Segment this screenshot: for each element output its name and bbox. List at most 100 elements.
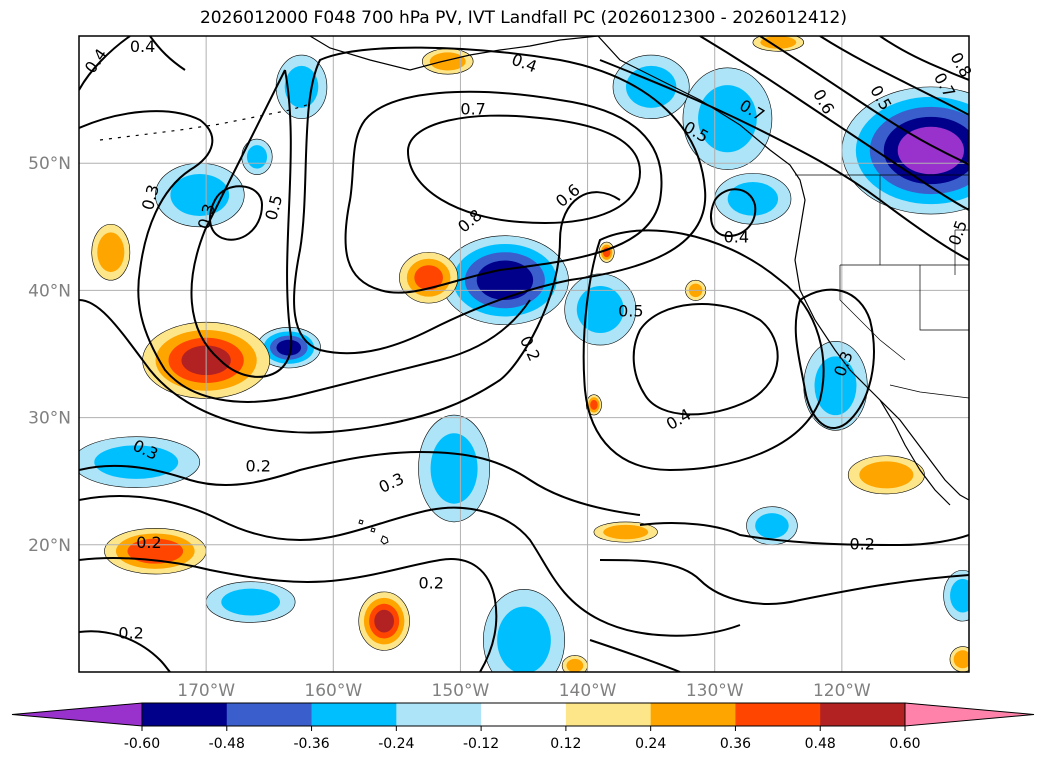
political-borders: [795, 174, 969, 399]
colorbar-extend-low: [11, 702, 143, 727]
contour-0p7-closed: [406, 114, 642, 224]
lat-tick-label: 20°N: [28, 536, 71, 556]
pv-fill-level: [859, 461, 914, 489]
contour-0p4-ring: [582, 229, 825, 472]
hawaii-islands: [358, 519, 389, 545]
positive-pv-anomaly: [593, 521, 658, 543]
baja-coastline: [879, 399, 951, 506]
coastline-layer: [99, 36, 969, 506]
contour-0p5-northeast: [759, 36, 969, 166]
positive-pv-anomaly: [949, 646, 969, 672]
contour-0p8-ring: [344, 90, 663, 294]
negative-pv-anomaly: [943, 569, 969, 622]
contour-label-layer: 0.4 0.40.40.70.80.60.50.30.30.50.20.40.40…: [81, 37, 976, 642]
contour-0p3-west: [79, 110, 531, 403]
colorbar-segment: [820, 703, 906, 726]
colorbar-tick-label: -0.12: [463, 736, 499, 752]
lat-tick-label: 40°N: [28, 281, 71, 301]
pv-fill-level: [429, 52, 466, 71]
lon-tick-label: 130°W: [686, 681, 744, 701]
colorbar-segment: [650, 703, 736, 726]
colorbar-frame: [141, 702, 906, 727]
pv-fill-level: [760, 36, 797, 49]
pv-fill-level: [414, 265, 443, 291]
hawaii-island: [380, 535, 389, 545]
positive-pv-anomaly: [847, 455, 925, 495]
lat-tick-label: 30°N: [28, 409, 71, 429]
pv-fill-level: [497, 606, 551, 672]
state-line-2: [839, 265, 906, 361]
alaska-coastline: [309, 36, 599, 71]
colorbar-segment: [565, 703, 652, 726]
colorbar-tick-label: 0.48: [805, 736, 836, 752]
pv-fill-level: [374, 609, 395, 633]
pv-fill-level: [276, 339, 302, 356]
contour-label: 0.4: [724, 228, 749, 247]
map-title: 2026012000 F048 700 hPa PV, IVT Landfall…: [199, 8, 847, 28]
contour-label: 0.2: [118, 623, 143, 642]
contour-0p2-far-south: [79, 630, 171, 672]
contour-0p4-small-east: [709, 188, 757, 237]
lat-tick-label: 50°N: [28, 154, 71, 174]
contour-label: 0.2: [849, 534, 874, 553]
pv-fill-level: [246, 145, 268, 169]
lon-tick-label: 140°W: [559, 681, 617, 701]
pv-fill-level: [950, 578, 969, 613]
lon-tick-label: 120°W: [813, 681, 871, 701]
pv-fill-level: [698, 85, 757, 153]
negative-pv-anomaly: [612, 54, 690, 119]
colorbar-segment: [226, 703, 313, 726]
contour-0p2-southeast: [639, 522, 969, 547]
contour-0p2-southeast-2: [599, 559, 969, 605]
pv-fill-level: [953, 650, 969, 669]
colorbar-segment: [396, 703, 482, 726]
pv-fill-level: [221, 588, 281, 616]
colorbar-segment: [142, 703, 228, 726]
state-line-4: [919, 265, 969, 331]
contour-label: 0.4: [130, 37, 155, 56]
negative-pv-anomaly: [205, 581, 296, 623]
pv-fill-level: [814, 356, 857, 416]
positive-pv-anomaly: [399, 251, 459, 304]
contour-0p3-south: [79, 495, 741, 637]
contour-0p4-northwest-2: [149, 36, 186, 71]
mexico-border: [889, 384, 969, 399]
contour-0p5-band: [190, 69, 293, 378]
north-america-coastline: [597, 36, 969, 501]
positive-pv-anomaly: [91, 223, 131, 281]
contour-label: 0.2: [418, 574, 443, 593]
axis-tick-labels: 20°N 30°N 40°N 50°N 170°W 160°W 150°W 140°W 130°…: [28, 154, 871, 701]
pv-fill-level: [97, 232, 125, 273]
contour-label: 0.2: [136, 533, 161, 552]
contour-0p7-northeast: [599, 59, 969, 261]
map-frame: [78, 35, 970, 673]
contour-0p2-south: [79, 450, 641, 516]
lon-tick-label: 170°W: [177, 681, 235, 701]
contour-0p3-small: [209, 185, 264, 241]
negative-pv-anomaly: [803, 340, 868, 431]
contour-0p5-lowpv-pocket: [632, 303, 779, 416]
positive-pv-anomaly: [358, 591, 410, 651]
negative-pv-anomaly: [241, 138, 273, 175]
contour-0p6-northeast: [699, 36, 969, 211]
colorbar-tick-label: 0.24: [635, 736, 666, 752]
kauai-island: [358, 519, 364, 525]
colorbar: -0.60 -0.48 -0.36 -0.24 -0.12 0.12 0.24 0.36 0.4…: [11, 702, 1035, 752]
pv-fill-level: [170, 174, 230, 216]
contour-0p3-coastal: [794, 288, 875, 430]
negative-pv-anomaly: [483, 589, 565, 672]
colorbar-tick-label: 0.60: [889, 736, 920, 752]
contour-0p6-loop: [293, 46, 707, 355]
lon-tick-label: 160°W: [304, 681, 362, 701]
colorbar-segment: [481, 703, 567, 726]
colorbar-tick-label: -0.24: [378, 736, 414, 752]
contour-0p2-lower: [79, 557, 498, 672]
pv-fill-level: [430, 433, 478, 504]
pv-fill-level: [590, 399, 598, 410]
colorbar-tick-label: 0.36: [720, 736, 751, 752]
pv-fill-level: [625, 65, 677, 108]
negative-pv-anomaly: [746, 506, 798, 546]
colorbar-tick-label: -0.60: [124, 736, 160, 752]
colorbar-tick-label: -0.48: [209, 736, 245, 752]
